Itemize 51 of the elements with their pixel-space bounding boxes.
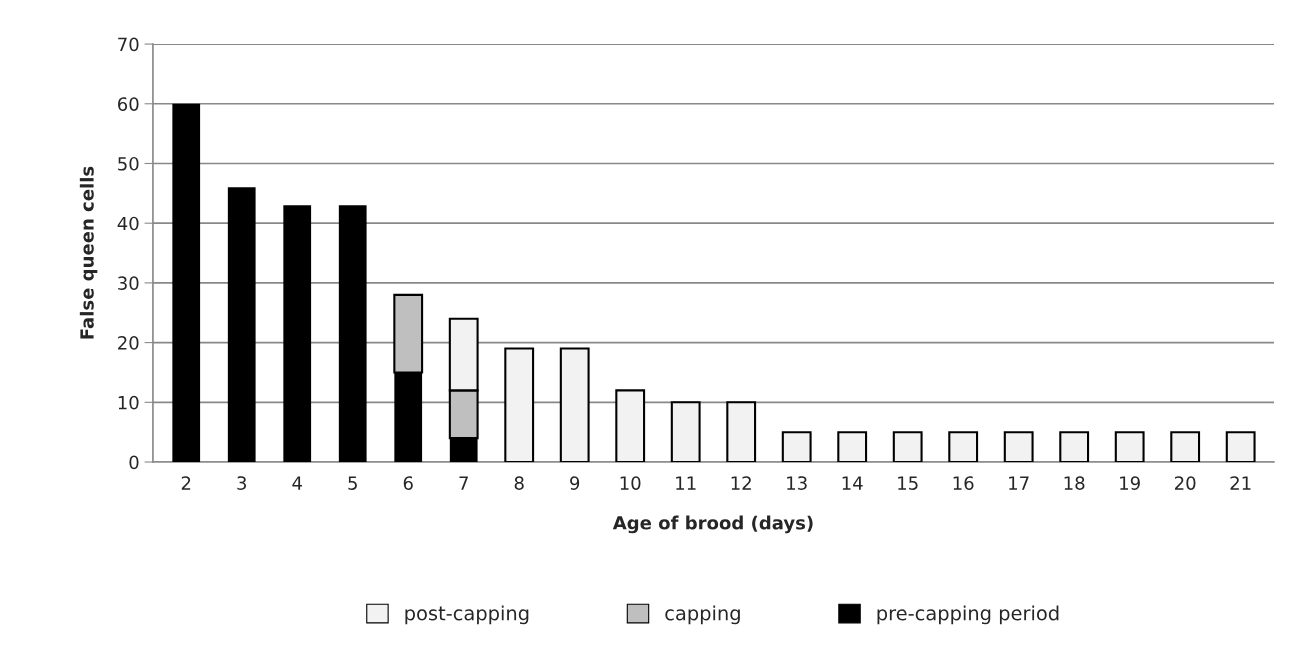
bar (948, 431, 979, 463)
x-tick-label: 10 (620, 476, 641, 490)
x-tick-label: 2 (181, 476, 191, 490)
x-tick-label: 5 (348, 476, 357, 490)
x-tick-label: 11 (676, 476, 696, 490)
x-tick-label: 15 (898, 476, 918, 490)
bar (504, 347, 535, 463)
bar (1059, 431, 1090, 463)
x-tick-label: 19 (1120, 476, 1140, 490)
bar (338, 205, 367, 463)
bar (670, 401, 701, 463)
legend-label: pre-capping period (877, 605, 1059, 625)
x-tick-label: 6 (403, 476, 413, 490)
x-axis-title: Age of brood (days) (612, 515, 813, 534)
x-tick-label: 12 (731, 476, 751, 490)
bar (1114, 431, 1145, 463)
x-tick-label: 9 (570, 476, 580, 490)
x-tick-label: 16 (953, 476, 974, 490)
legend-label: post-capping (405, 605, 529, 625)
bar (1170, 431, 1201, 463)
bar (837, 431, 868, 463)
y-tick-label: 60 (118, 97, 139, 111)
x-tick-label: 13 (787, 476, 807, 490)
y-tick-label: 30 (118, 276, 139, 291)
x-tick-label: 17 (1009, 476, 1029, 490)
x-tick-label: 18 (1064, 476, 1085, 490)
x-tick-label: 3 (237, 476, 247, 490)
bar (559, 347, 590, 463)
y-tick-label: 50 (118, 156, 139, 171)
bar (615, 389, 646, 463)
y-tick-label: 0 (129, 455, 139, 470)
x-tick-label: 8 (514, 476, 524, 490)
y-tick-label: 20 (118, 336, 139, 350)
x-tick-label: 7 (459, 476, 468, 490)
legend-label: capping (665, 605, 740, 625)
y-tick-label: 10 (118, 395, 139, 410)
bar (172, 103, 201, 463)
bar (1003, 431, 1034, 463)
x-tick-label: 14 (842, 476, 863, 490)
bar (1225, 431, 1256, 463)
y-axis-title: False queen cells (79, 166, 98, 339)
bar (781, 431, 812, 463)
bar (283, 205, 312, 463)
bar (892, 431, 923, 463)
x-tick-label: 4 (292, 476, 302, 490)
y-tick-label: 40 (117, 216, 139, 231)
bar (726, 401, 757, 463)
y-tick-label: 70 (118, 37, 139, 52)
bar (227, 187, 256, 463)
x-tick-label: 21 (1230, 476, 1251, 490)
x-tick-label: 20 (1175, 476, 1196, 490)
